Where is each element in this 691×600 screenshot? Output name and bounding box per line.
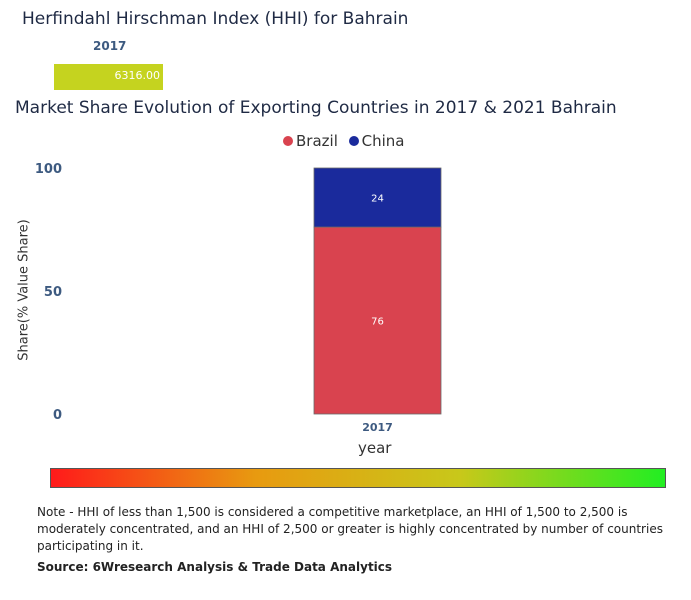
legend-swatch-brazil [283,136,293,146]
legend-label-china: China [361,132,405,150]
hhi-year-label: 2017 [93,39,127,53]
concentration-scale-bar [50,468,666,488]
x-tick-label: 2017 [362,421,393,434]
hhi-note: Note - HHI of less than 1,500 is conside… [37,505,663,553]
chart-title: Market Share Evolution of Exporting Coun… [15,98,617,118]
bar-china-2017 [313,167,442,228]
y-tick-label: 100 [35,162,62,177]
chart-plot-area: 0 50 100 76 24 2017 [35,162,442,434]
bar-brazil-2017 [313,226,442,415]
chart-legend: Brazil China [283,132,411,150]
hhi-value-label: 6316.00 [114,69,161,82]
x-axis-label: year [358,439,392,457]
legend-label-brazil: Brazil [296,132,338,150]
source-text: Source: 6Wresearch Analysis & Trade Data… [37,560,393,574]
data-label-china-2017: 24 [371,194,384,205]
data-label-brazil-2017: 76 [371,317,384,328]
y-tick-label: 50 [44,285,62,300]
hhi-title: Herfindahl Hirschman Index (HHI) for Bah… [22,9,409,29]
legend-swatch-china [348,136,359,146]
hhi-value-bar: 6316.00 [54,64,163,90]
legend-item-china: China [348,132,405,150]
y-tick-label: 0 [53,408,62,423]
legend-item-brazil: Brazil [283,132,338,150]
